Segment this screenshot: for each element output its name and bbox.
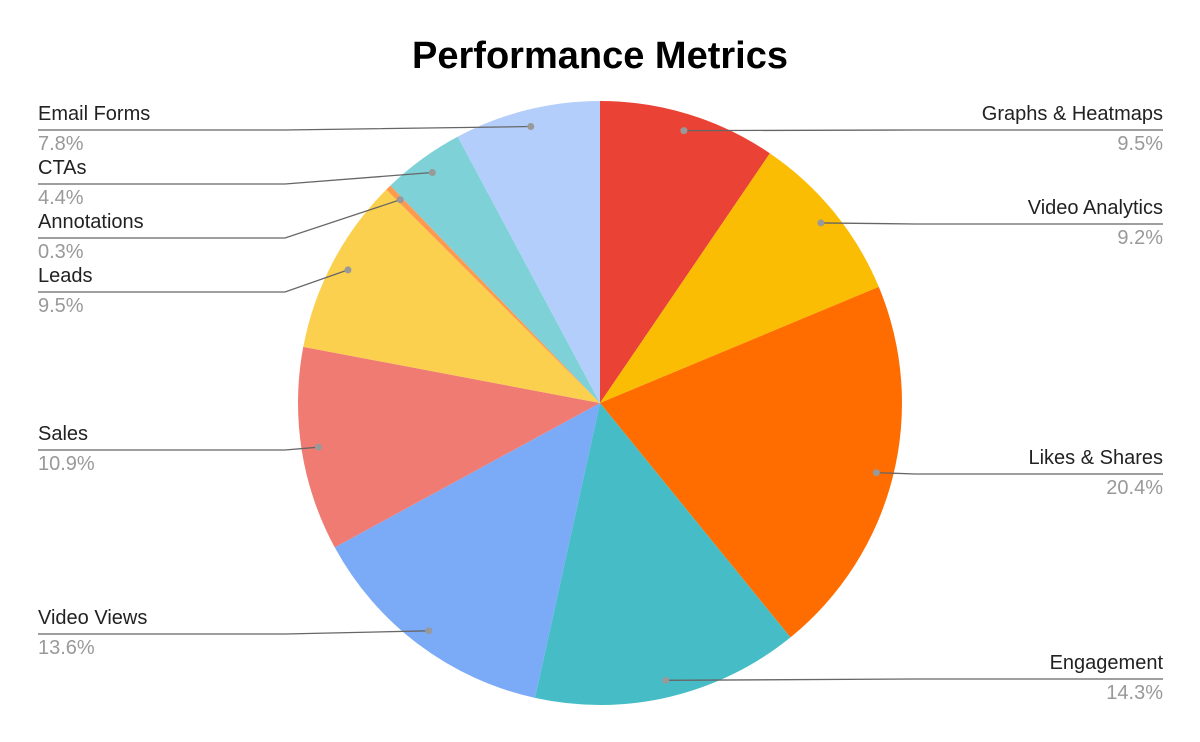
leader-line [38, 199, 401, 239]
leader-line [665, 678, 1163, 681]
leader-dot [344, 266, 352, 274]
leader-line [38, 269, 349, 293]
slice-value-label: 4.4% [38, 187, 84, 209]
pie-slice [386, 185, 600, 403]
slice-value-label: 9.5% [1117, 133, 1163, 155]
slice-label: Graphs & Heatmaps [982, 103, 1163, 125]
leader-dot [314, 443, 322, 451]
pie-slice [457, 101, 600, 403]
leader-dot [817, 219, 825, 227]
leader-line [820, 222, 1163, 225]
pie-slice [334, 403, 600, 698]
leader-dot [872, 469, 880, 477]
slice-label: Video Views [38, 607, 147, 629]
slice-label: Leads [38, 265, 93, 287]
slice-value-label: 0.3% [38, 241, 84, 263]
slice-label: CTAs [38, 157, 87, 179]
pie-slice [303, 189, 600, 403]
slice-label: Email Forms [38, 103, 150, 125]
leader-line [38, 125, 531, 131]
slice-value-label: 9.2% [1117, 227, 1163, 249]
slice-label: Video Analytics [1028, 197, 1163, 219]
slice-value-label: 20.4% [1106, 477, 1163, 499]
slice-value-label: 14.3% [1106, 682, 1163, 704]
pie-slice [600, 153, 879, 403]
leader-dot [425, 627, 433, 635]
pie-slice [534, 403, 791, 705]
slice-value-label: 13.6% [38, 637, 95, 659]
leader-dot [396, 196, 404, 204]
slice-label: Engagement [1050, 652, 1164, 674]
leader-line [683, 129, 1163, 132]
leader-dot [662, 676, 670, 684]
slice-value-label: 10.9% [38, 453, 95, 475]
pie-slice [390, 136, 600, 404]
slice-label: Sales [38, 423, 88, 445]
leader-line [38, 171, 433, 185]
slice-label: Annotations [38, 211, 144, 233]
leader-line [38, 630, 429, 635]
slice-label: Likes & Shares [1028, 447, 1163, 469]
leader-dot [428, 169, 436, 177]
leader-dot [680, 127, 688, 135]
slice-value-label: 9.5% [38, 295, 84, 317]
pie-slice [600, 286, 902, 638]
leader-line [38, 446, 319, 451]
leader-line [876, 471, 1163, 475]
pie-slice [600, 101, 770, 403]
pie-slice [298, 346, 600, 548]
slice-value-label: 7.8% [38, 133, 84, 155]
chart-title: Performance Metrics [412, 35, 788, 77]
leader-dot [527, 123, 535, 131]
